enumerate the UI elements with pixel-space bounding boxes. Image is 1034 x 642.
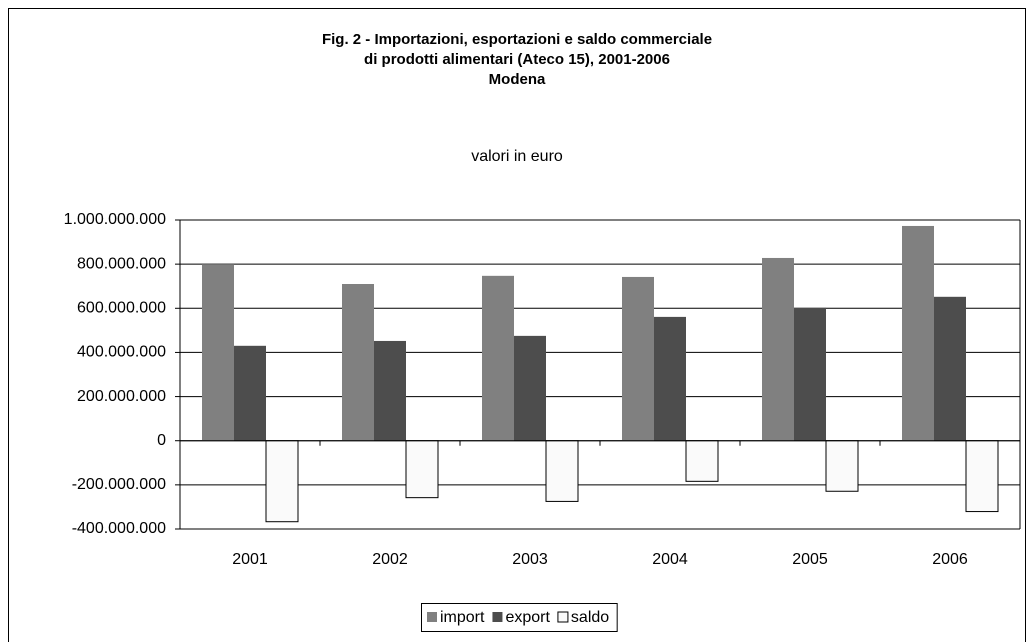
legend-label: export bbox=[505, 609, 550, 626]
y-tick-label: 600.000.000 bbox=[77, 300, 166, 317]
x-tick-label: 2002 bbox=[372, 551, 408, 568]
bar bbox=[654, 316, 686, 441]
bar bbox=[265, 440, 299, 523]
bar bbox=[685, 440, 719, 482]
x-tick-label: 2001 bbox=[232, 551, 268, 568]
y-tick-label: 800.000.000 bbox=[77, 255, 166, 272]
y-tick-label: 400.000.000 bbox=[77, 344, 166, 361]
chart-title: di prodotti alimentari (Ateco 15), 2001-… bbox=[364, 51, 670, 68]
bar bbox=[374, 340, 406, 441]
y-tick-label: -200.000.000 bbox=[72, 476, 166, 493]
legend-swatch bbox=[557, 611, 569, 623]
legend-swatch bbox=[492, 612, 503, 622]
legend-swatch bbox=[427, 612, 437, 622]
legend-label: saldo bbox=[571, 609, 609, 626]
bar bbox=[902, 225, 934, 441]
x-tick-label: 2006 bbox=[932, 551, 968, 568]
legend-label: import bbox=[440, 609, 485, 626]
bar bbox=[622, 276, 654, 441]
bar bbox=[405, 440, 439, 499]
bar bbox=[202, 264, 234, 441]
bar bbox=[762, 257, 794, 441]
x-tick-label: 2005 bbox=[792, 551, 828, 568]
chart-title: Fig. 2 - Importazioni, esportazioni e sa… bbox=[322, 31, 712, 48]
legend-box bbox=[421, 603, 618, 632]
bar bbox=[342, 284, 374, 441]
chart-subtitle: valori in euro bbox=[471, 148, 563, 165]
bar bbox=[545, 440, 579, 502]
bar bbox=[965, 440, 999, 513]
bar bbox=[514, 335, 546, 441]
x-tick-label: 2003 bbox=[512, 551, 548, 568]
chart-border bbox=[8, 8, 1026, 642]
y-tick-label: 1.000.000.000 bbox=[64, 211, 166, 228]
x-tick-label: 2004 bbox=[652, 551, 688, 568]
y-tick-label: 0 bbox=[157, 432, 166, 449]
y-tick-label: 200.000.000 bbox=[77, 388, 166, 405]
bar bbox=[482, 275, 514, 441]
y-tick-label: -400.000.000 bbox=[72, 520, 166, 537]
bar bbox=[934, 296, 966, 441]
bar bbox=[825, 440, 859, 492]
chart-title: Modena bbox=[489, 71, 546, 88]
bar bbox=[794, 307, 826, 441]
bar bbox=[234, 345, 266, 441]
